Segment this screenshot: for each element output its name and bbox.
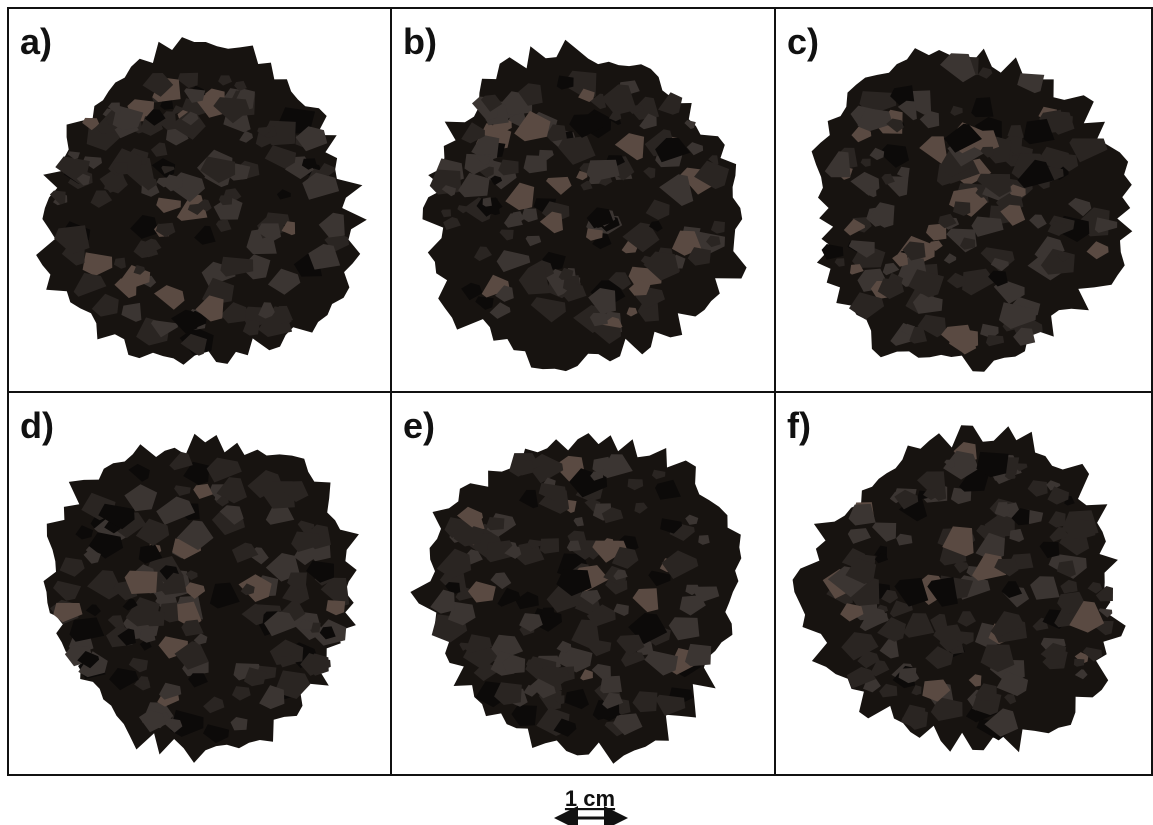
aggregate-chip	[524, 155, 547, 173]
panel-label: a)	[20, 21, 52, 62]
aggregate-chip	[486, 517, 504, 530]
sample-photo	[812, 48, 1133, 372]
figure: 1 cm a) b) c) d) e) f)	[0, 0, 1153, 825]
panel-label: c)	[787, 21, 819, 62]
sample-photo	[44, 434, 359, 763]
panel-label: e)	[403, 405, 435, 446]
sample-photo	[423, 40, 747, 371]
aggregate-chip	[540, 538, 559, 553]
sample-photo	[410, 433, 741, 764]
panel-label: d)	[20, 405, 54, 446]
panel-label: b)	[403, 21, 437, 62]
scale-label: 1 cm	[565, 786, 615, 811]
sample-photo	[36, 37, 367, 365]
sample-photo	[793, 425, 1126, 752]
photos	[36, 37, 1132, 764]
aggregate-chip	[483, 197, 492, 206]
panel-label: f)	[787, 405, 811, 446]
